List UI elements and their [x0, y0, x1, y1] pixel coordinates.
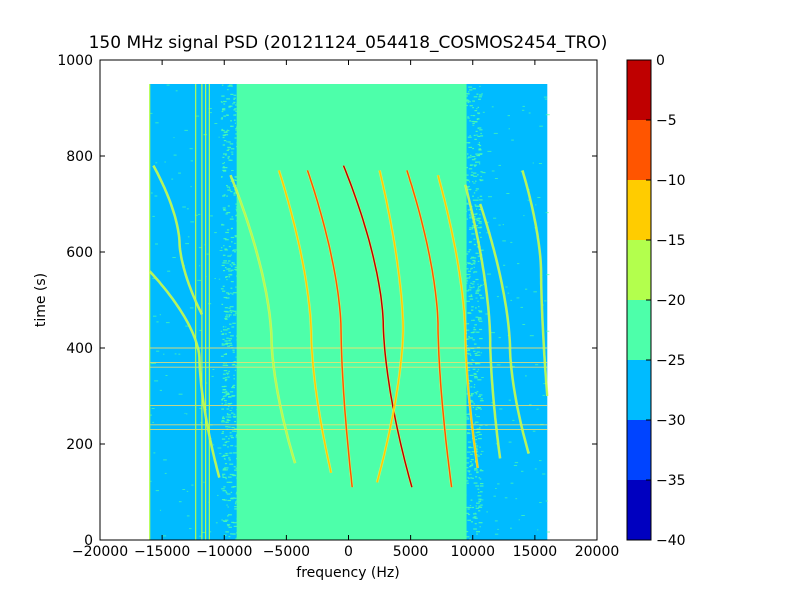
- y-tick-label: 400: [66, 341, 93, 357]
- colorbar-segment-5: [627, 300, 651, 360]
- colorbar-tick-label: −15: [656, 233, 686, 249]
- x-tick-label: 10000: [450, 544, 495, 560]
- trace-6: [342, 165, 413, 488]
- x-tick-label: −5000: [263, 544, 310, 560]
- x-tick-label: −20000: [72, 544, 128, 560]
- trace-3: [229, 174, 296, 464]
- trace-10: [464, 184, 501, 459]
- y-tick-label: 600: [66, 245, 93, 261]
- band-edge-noise: [220, 84, 485, 540]
- colorbar-segment-4: [627, 240, 651, 300]
- trace-12: [521, 170, 549, 397]
- y-tick-label: 1000: [57, 53, 93, 69]
- trace-1: [152, 165, 203, 315]
- x-tick-label: 15000: [513, 544, 558, 560]
- y-tick-label: 0: [84, 533, 93, 549]
- plot-frame: [99, 59, 598, 541]
- colorbar-segment-2: [627, 120, 651, 180]
- x-tick-label: 5000: [393, 544, 429, 560]
- trace-11: [479, 203, 530, 454]
- colorbar-segment-1: [627, 60, 651, 120]
- x-axis-label: frequency (Hz): [296, 565, 399, 581]
- noise-floor-band: [236, 84, 467, 540]
- plot-area: [148, 84, 550, 540]
- colorbar-tick-label: −25: [656, 353, 686, 369]
- colorbar-segment-7: [627, 420, 651, 480]
- colorbar-segment-6: [627, 360, 651, 420]
- x-tick-label: 0: [344, 544, 353, 560]
- trace-8: [406, 170, 453, 488]
- colorbar: 0 −5 −10 −15 −20 −25 −30 −35 −40: [626, 53, 686, 549]
- colorbar-tick-label: −5: [656, 113, 677, 129]
- colorbar-tick-label: −10: [656, 173, 686, 189]
- colorbar-segment-8: [627, 480, 651, 540]
- trace-4: [278, 170, 332, 473]
- trace-9: [437, 175, 479, 469]
- y-tick-label: 200: [66, 437, 93, 453]
- y-tick-label: 800: [66, 149, 93, 165]
- colorbar-tick-label: 0: [656, 53, 665, 69]
- axes-ticks: −20000 −15000 −10000 −5000 0 5000 10000 15000 20…: [57, 53, 619, 560]
- colorbar-tick-label: −20: [656, 293, 686, 309]
- trace-5: [306, 170, 353, 488]
- trace-7: [376, 170, 404, 483]
- x-tick-label: −15000: [134, 544, 190, 560]
- colorbar-tick-label: −30: [656, 413, 686, 429]
- colorbar-segment-3: [627, 180, 651, 240]
- colorbar-tick-label: −40: [656, 533, 686, 549]
- trace-2: [149, 270, 221, 478]
- chart-title: 150 MHz signal PSD (20121124_054418_COSM…: [89, 33, 608, 53]
- colorbar-tick-label: −35: [656, 473, 686, 489]
- y-axis-label: time (s): [33, 273, 49, 327]
- x-tick-label: 20000: [575, 544, 620, 560]
- x-tick-label: −10000: [196, 544, 252, 560]
